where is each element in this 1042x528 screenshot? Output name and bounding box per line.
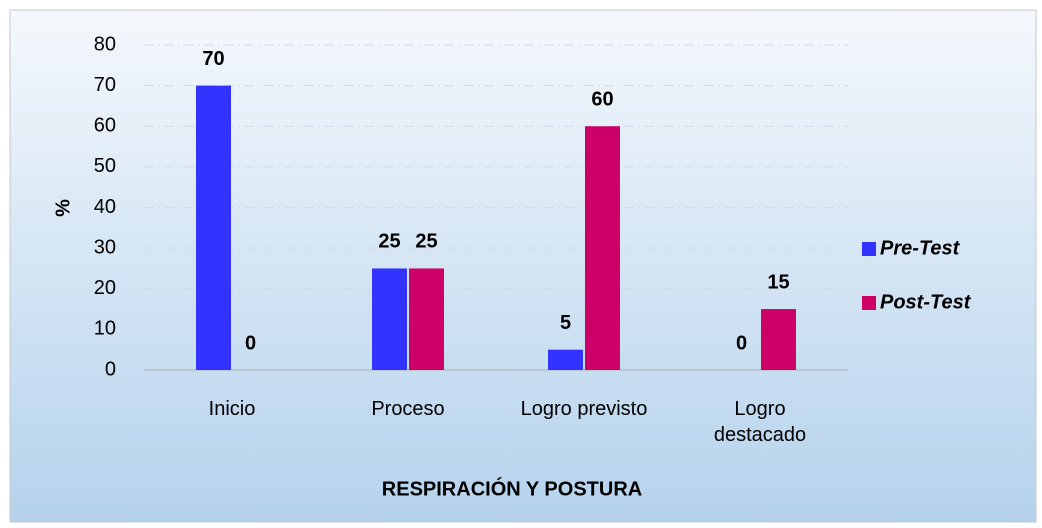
y-tick-label: 80 (94, 33, 116, 55)
bar (761, 309, 796, 370)
data-label: 25 (378, 231, 400, 253)
y-tick-label: 40 (94, 196, 116, 218)
y-tick-label: 20 (94, 277, 116, 299)
bar (372, 268, 407, 370)
bar (548, 349, 583, 370)
legend-label: Pre-Test (880, 237, 961, 259)
legend-swatch (862, 296, 876, 310)
data-label: 25 (415, 231, 437, 253)
x-tick-label: Inicio (208, 398, 256, 420)
y-tick-label: 30 (94, 236, 116, 258)
legend-label: Post-Test (880, 291, 972, 313)
data-label: 5 (560, 312, 571, 334)
y-axis-title: % (52, 199, 74, 217)
data-label: 70 (202, 48, 224, 70)
bar (409, 268, 444, 370)
y-tick-label: 50 (94, 155, 116, 177)
data-label: 0 (245, 332, 256, 354)
y-tick-label: 70 (94, 74, 116, 96)
chart-background (9, 9, 1037, 523)
data-label: 60 (591, 89, 613, 111)
bar (196, 85, 231, 370)
x-tick-label: Proceso (371, 398, 445, 420)
x-tick-label: Logro previsto (520, 398, 648, 420)
x-tick-label: Logro destacado (713, 398, 807, 446)
x-axis-title: RESPIRACIÓN Y POSTURA (382, 476, 642, 500)
data-label: 15 (767, 271, 789, 293)
y-tick-label: 10 (94, 318, 116, 340)
legend-swatch (862, 242, 876, 256)
data-label: 0 (736, 332, 747, 354)
bar (585, 126, 620, 370)
y-tick-label: 0 (105, 358, 116, 380)
y-tick-label: 60 (94, 115, 116, 137)
